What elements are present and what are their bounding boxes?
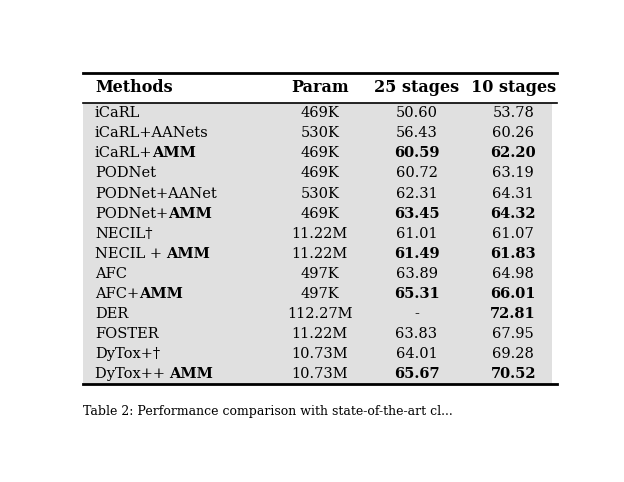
Text: 64.31: 64.31 — [492, 187, 534, 201]
Bar — [83, 304, 552, 344]
Text: PODNet: PODNet — [95, 166, 156, 180]
Text: 61.83: 61.83 — [490, 247, 536, 261]
Text: 66.01: 66.01 — [490, 287, 536, 301]
Text: 10.73M: 10.73M — [291, 367, 348, 381]
Text: FOSTER: FOSTER — [95, 327, 158, 341]
Text: 112.27M: 112.27M — [287, 307, 353, 321]
Text: AFC+: AFC+ — [95, 287, 139, 301]
Text: 25 stages: 25 stages — [374, 80, 459, 96]
Text: 64.01: 64.01 — [396, 348, 437, 362]
Text: 72.81: 72.81 — [490, 307, 536, 321]
Text: 60.59: 60.59 — [394, 147, 439, 161]
Bar — [83, 224, 552, 264]
Text: 469K: 469K — [300, 106, 339, 120]
Text: Param: Param — [291, 80, 349, 96]
Text: -: - — [414, 307, 419, 321]
Text: AMM: AMM — [168, 207, 212, 221]
Text: 63.45: 63.45 — [394, 207, 439, 221]
Text: PODNet+AANet: PODNet+AANet — [95, 187, 217, 201]
Text: NECIL†: NECIL† — [95, 227, 152, 241]
Text: 65.31: 65.31 — [394, 287, 439, 301]
Text: DyTox+†: DyTox+† — [95, 348, 160, 362]
Text: AMM: AMM — [139, 287, 183, 301]
Text: 53.78: 53.78 — [492, 106, 534, 120]
Text: AMM: AMM — [167, 247, 210, 261]
Text: 10.73M: 10.73M — [291, 348, 348, 362]
Bar — [83, 344, 552, 385]
Text: 62.31: 62.31 — [396, 187, 437, 201]
Text: iCaRL+AANets: iCaRL+AANets — [95, 126, 208, 140]
Text: 50.60: 50.60 — [396, 106, 437, 120]
Text: 63.83: 63.83 — [396, 327, 437, 341]
Text: 11.22M: 11.22M — [291, 227, 348, 241]
Text: iCaRL: iCaRL — [95, 106, 140, 120]
Text: AFC: AFC — [95, 267, 127, 281]
Text: AMM: AMM — [170, 367, 213, 381]
Text: Methods: Methods — [95, 80, 173, 96]
Text: 65.67: 65.67 — [394, 367, 439, 381]
Text: 69.28: 69.28 — [492, 348, 534, 362]
Text: 63.19: 63.19 — [492, 166, 534, 180]
Bar — [83, 264, 552, 304]
Text: 70.52: 70.52 — [490, 367, 536, 381]
Text: 63.89: 63.89 — [396, 267, 437, 281]
Text: 60.72: 60.72 — [396, 166, 437, 180]
Text: Table 2: Performance comparison with state-of-the-art cl...: Table 2: Performance comparison with sta… — [83, 405, 452, 418]
Text: 61.49: 61.49 — [394, 247, 439, 261]
Text: 497K: 497K — [300, 267, 339, 281]
Bar — [83, 163, 552, 224]
Text: 67.95: 67.95 — [492, 327, 534, 341]
Text: 10 stages: 10 stages — [470, 80, 556, 96]
Text: 530K: 530K — [300, 126, 339, 140]
Text: 469K: 469K — [300, 166, 339, 180]
Text: 469K: 469K — [300, 147, 339, 161]
Text: 11.22M: 11.22M — [291, 247, 348, 261]
Text: 61.07: 61.07 — [492, 227, 534, 241]
Text: PODNet+: PODNet+ — [95, 207, 168, 221]
Text: iCaRL+: iCaRL+ — [95, 147, 152, 161]
Text: AMM: AMM — [152, 147, 197, 161]
Bar — [83, 103, 552, 163]
Text: 64.32: 64.32 — [490, 207, 536, 221]
Text: 64.98: 64.98 — [492, 267, 534, 281]
Text: 61.01: 61.01 — [396, 227, 437, 241]
Text: 60.26: 60.26 — [492, 126, 534, 140]
Text: 56.43: 56.43 — [396, 126, 437, 140]
Text: 530K: 530K — [300, 187, 339, 201]
Text: NECIL +: NECIL + — [95, 247, 167, 261]
Text: 62.20: 62.20 — [490, 147, 536, 161]
Text: 469K: 469K — [300, 207, 339, 221]
Text: 11.22M: 11.22M — [291, 327, 348, 341]
Text: DER: DER — [95, 307, 128, 321]
Text: 497K: 497K — [300, 287, 339, 301]
Text: DyTox++: DyTox++ — [95, 367, 170, 381]
